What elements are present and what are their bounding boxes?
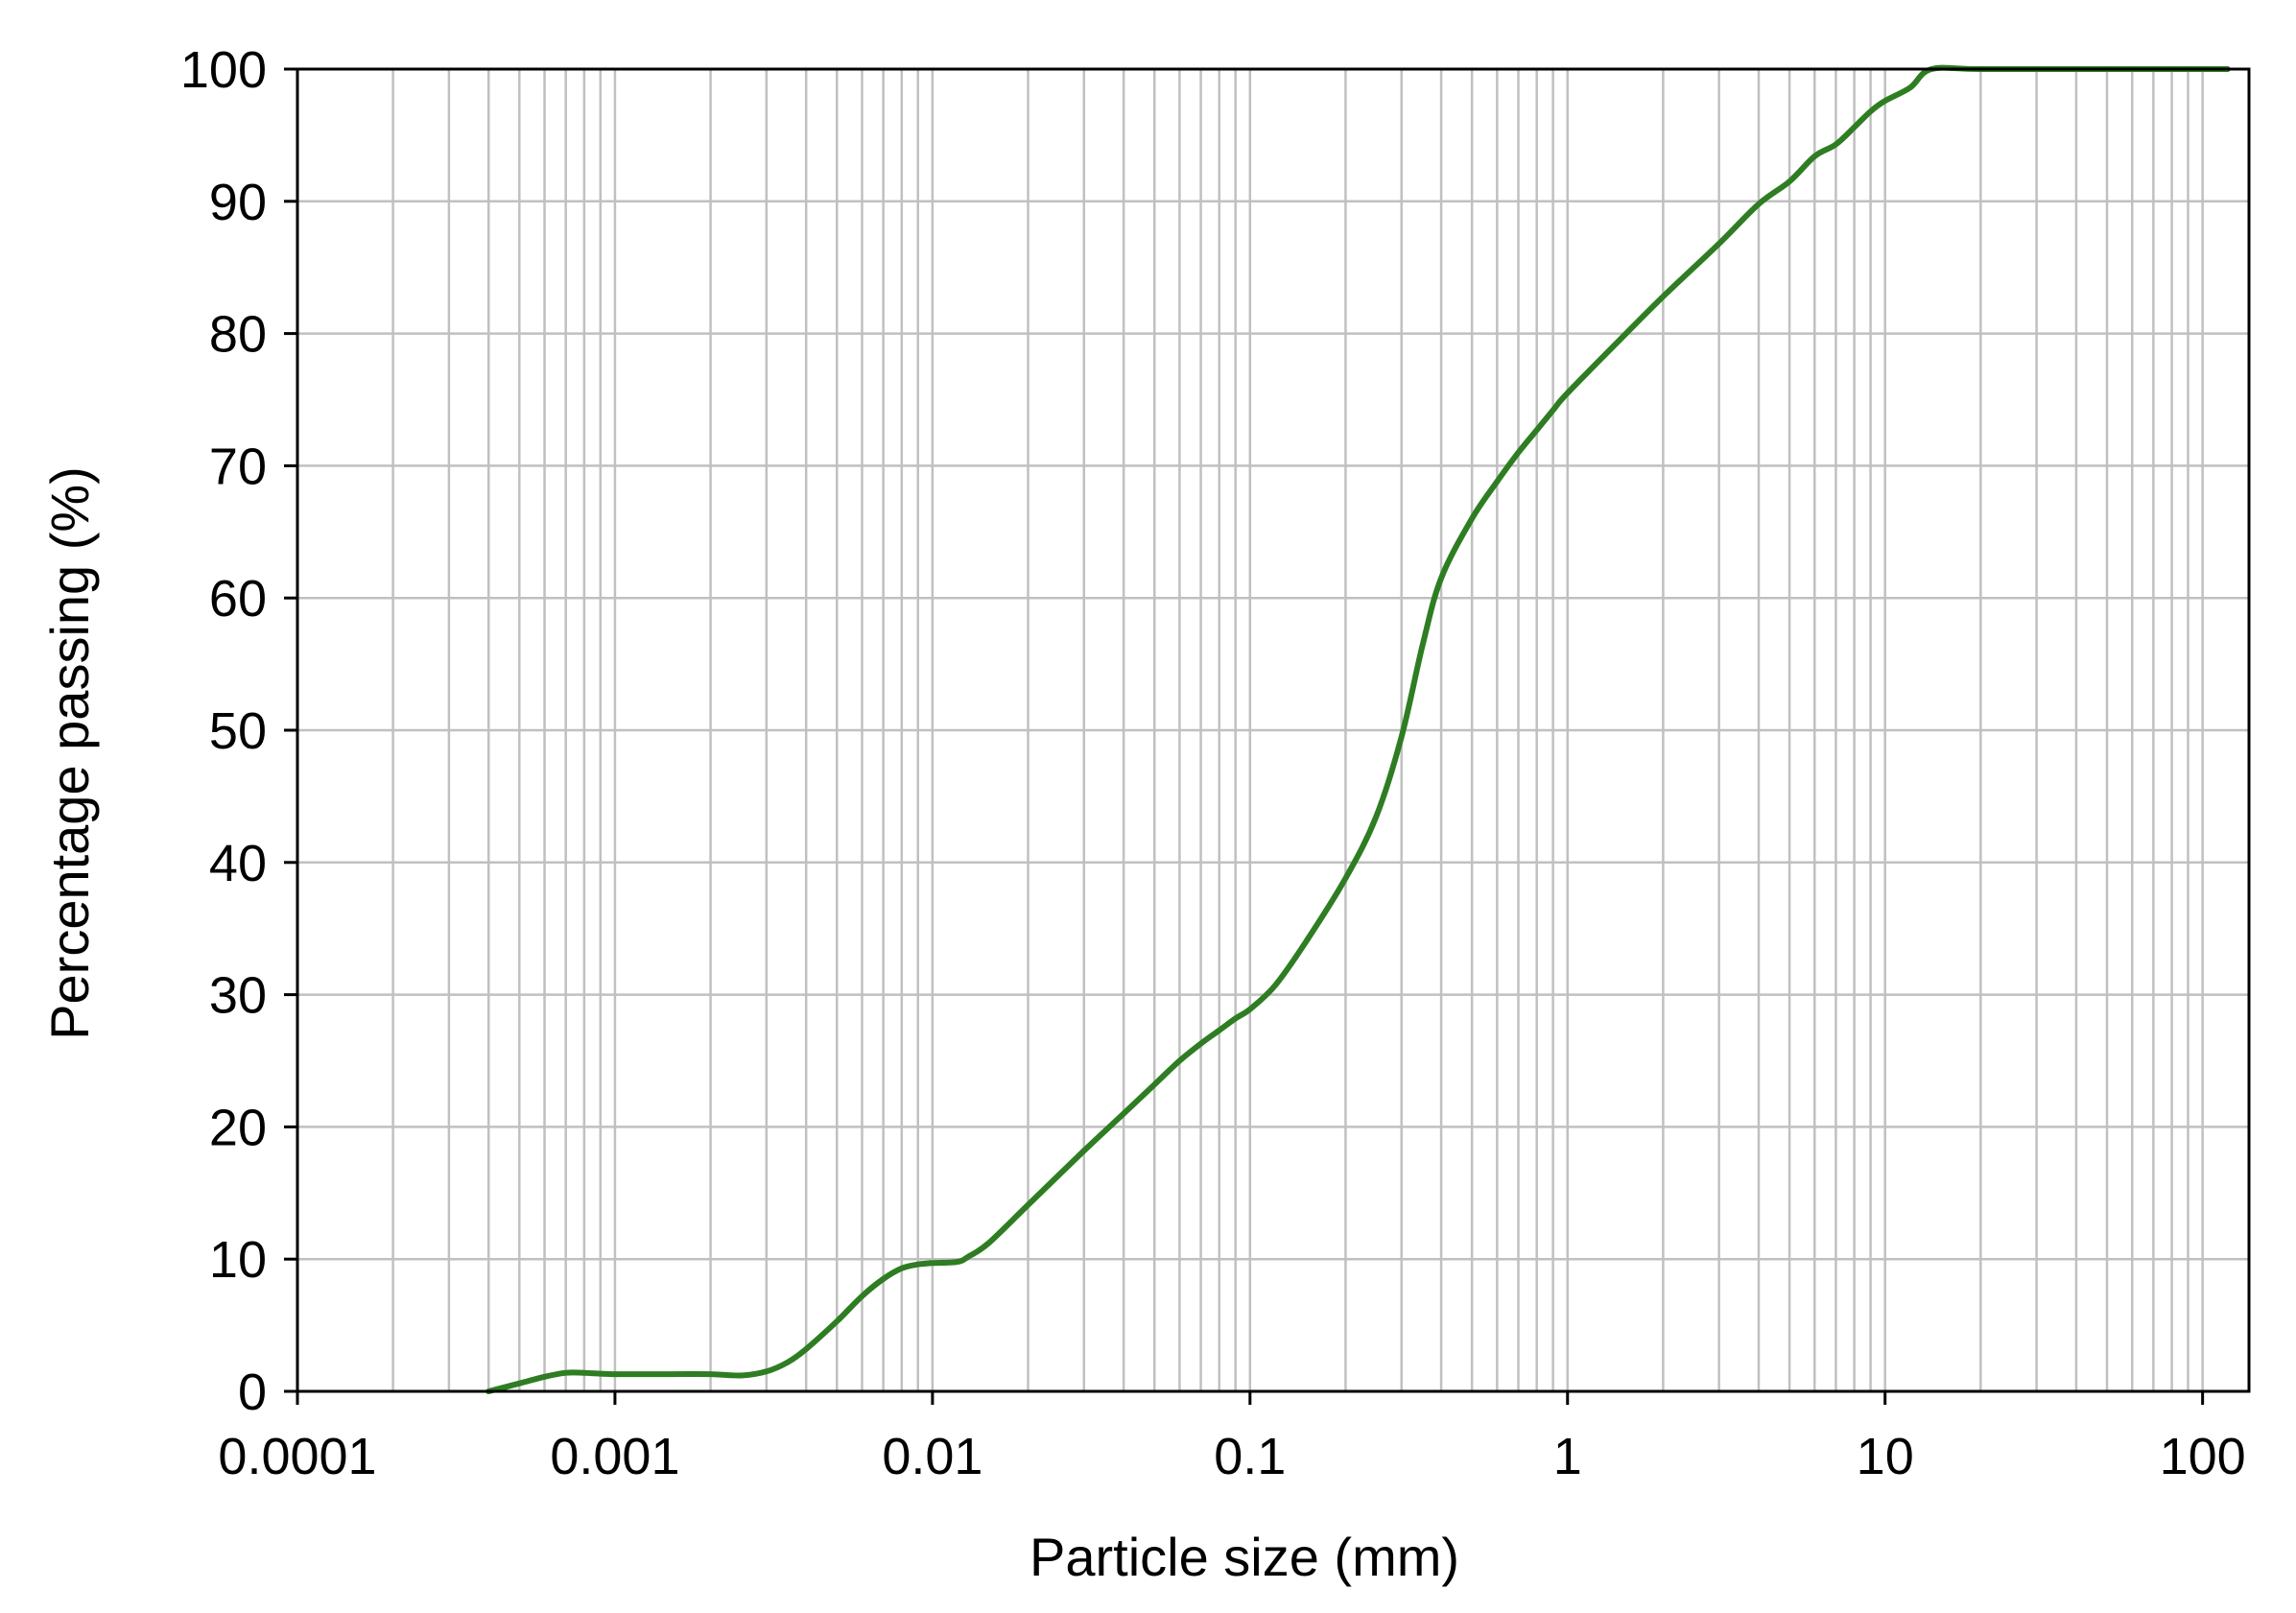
x-tick-label: 10 bbox=[1857, 1428, 1914, 1485]
y-tick-label: 20 bbox=[209, 1099, 267, 1156]
x-tick-label: 0.0001 bbox=[218, 1428, 376, 1485]
y-tick-label: 80 bbox=[209, 306, 267, 364]
x-axis-label: Particle size (mm) bbox=[1030, 1527, 1459, 1587]
x-tick-label: 100 bbox=[2160, 1428, 2246, 1485]
y-tick-label: 60 bbox=[209, 570, 267, 628]
y-tick-label: 100 bbox=[180, 41, 267, 99]
y-tick-label: 0 bbox=[238, 1364, 267, 1421]
y-tick-label: 90 bbox=[209, 174, 267, 231]
axes bbox=[284, 67, 2251, 1405]
x-tick-label: 0.001 bbox=[550, 1428, 679, 1485]
y-tick-label: 40 bbox=[209, 835, 267, 892]
series-layer bbox=[485, 64, 2231, 1394]
x-tick-label: 0.01 bbox=[882, 1428, 982, 1485]
y-tick-label: 10 bbox=[209, 1231, 267, 1289]
y-axis-label: Percentage passing (%) bbox=[39, 466, 100, 1040]
x-tick-label: 0.1 bbox=[1214, 1428, 1286, 1485]
x-tick-label: 1 bbox=[1553, 1428, 1582, 1485]
y-tick-label: 50 bbox=[209, 702, 267, 760]
y-tick-label: 70 bbox=[209, 438, 267, 495]
y-tick-label: 30 bbox=[209, 967, 267, 1025]
grid bbox=[296, 67, 2249, 1393]
tick-labels: 0.0001 0.001 0.01 0.1 1 10 100 0 10 20 30 40 50 60 70 8… bbox=[180, 41, 2246, 1485]
series-line bbox=[485, 64, 2231, 1394]
